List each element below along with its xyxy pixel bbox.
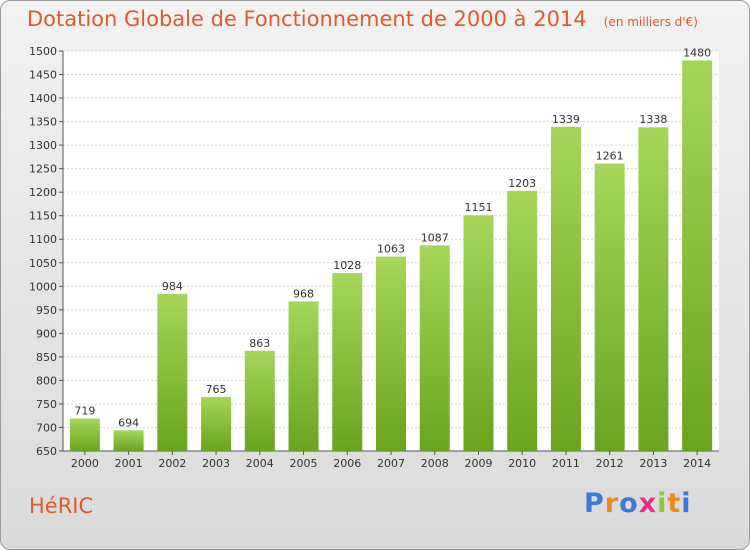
y-tick-label: 1300 (29, 139, 57, 152)
bar-value-label: 1063 (377, 243, 405, 256)
x-tick-label: 2014 (683, 457, 711, 470)
bar-value-label: 694 (118, 416, 139, 429)
bar (550, 126, 581, 451)
bar (332, 273, 363, 451)
y-tick-label: 1100 (29, 233, 57, 246)
x-tick-label: 2006 (333, 457, 361, 470)
bar-value-label: 968 (293, 287, 314, 300)
x-tick-label: 2010 (508, 457, 536, 470)
y-tick-label: 1500 (29, 45, 57, 58)
y-tick-label: 800 (36, 374, 57, 387)
bar (682, 60, 713, 451)
y-tick-label: 900 (36, 327, 57, 340)
x-tick-label: 2013 (639, 457, 667, 470)
y-tick-label: 950 (36, 304, 57, 317)
bar (594, 163, 625, 451)
bar-value-label: 1339 (552, 113, 580, 126)
bar (638, 127, 669, 451)
x-tick-label: 2004 (246, 457, 274, 470)
bar-value-label: 1028 (333, 259, 361, 272)
bar-value-label: 1480 (683, 46, 711, 59)
bar-value-label: 1151 (464, 201, 492, 214)
x-tick-label: 2002 (158, 457, 186, 470)
x-tick-label: 2000 (71, 457, 99, 470)
chart-title: Dotation Globale de Fonctionnement de 20… (27, 7, 698, 31)
x-tick-label: 2007 (377, 457, 405, 470)
bar (244, 350, 275, 451)
logo-letter: r (604, 488, 620, 519)
x-tick-label: 2012 (596, 457, 624, 470)
bar-value-label: 719 (74, 405, 95, 418)
y-tick-label: 1200 (29, 186, 57, 199)
x-tick-label: 2009 (464, 457, 492, 470)
x-tick-label: 2011 (552, 457, 580, 470)
x-tick-label: 2001 (115, 457, 143, 470)
bar (201, 396, 232, 451)
bar-value-label: 1338 (639, 113, 667, 126)
x-tick-label: 2008 (421, 457, 449, 470)
logo-letter: x (638, 488, 658, 519)
y-tick-label: 650 (36, 445, 57, 458)
chart-title-main: Dotation Globale de Fonctionnement de 20… (27, 7, 587, 31)
y-tick-label: 1250 (29, 163, 57, 176)
proxiti-logo: Proxiti (584, 488, 692, 519)
bar-value-label: 1203 (508, 177, 536, 190)
bar-value-label: 863 (249, 337, 270, 350)
logo-letter: P (584, 488, 605, 519)
bar-value-label: 984 (162, 280, 183, 293)
bar-value-label: 1087 (421, 231, 449, 244)
chart-unit-note: (en milliers d'€) (603, 15, 698, 29)
bar (288, 301, 319, 451)
bar-value-label: 1261 (596, 149, 624, 162)
logo-letter: i (681, 488, 692, 519)
logo-letter: i (657, 488, 668, 519)
y-tick-label: 850 (36, 351, 57, 364)
bar (113, 430, 144, 451)
logo-letter: t (667, 488, 682, 519)
bar (69, 418, 100, 451)
y-tick-label: 1000 (29, 280, 57, 293)
y-tick-label: 1400 (29, 92, 57, 105)
bar-value-label: 765 (206, 383, 227, 396)
logo-letter: o (619, 488, 639, 519)
y-tick-label: 1350 (29, 116, 57, 129)
y-tick-label: 750 (36, 398, 57, 411)
x-tick-label: 2005 (290, 457, 318, 470)
y-tick-label: 700 (36, 421, 57, 434)
bar (157, 293, 188, 451)
y-tick-label: 1450 (29, 69, 57, 82)
bar (419, 245, 450, 451)
x-tick-label: 2003 (202, 457, 230, 470)
y-tick-label: 1050 (29, 257, 57, 270)
bar (507, 190, 538, 451)
y-tick-label: 1150 (29, 210, 57, 223)
bar (463, 215, 494, 451)
bar (376, 256, 406, 451)
commune-name: HéRIC (29, 494, 94, 518)
